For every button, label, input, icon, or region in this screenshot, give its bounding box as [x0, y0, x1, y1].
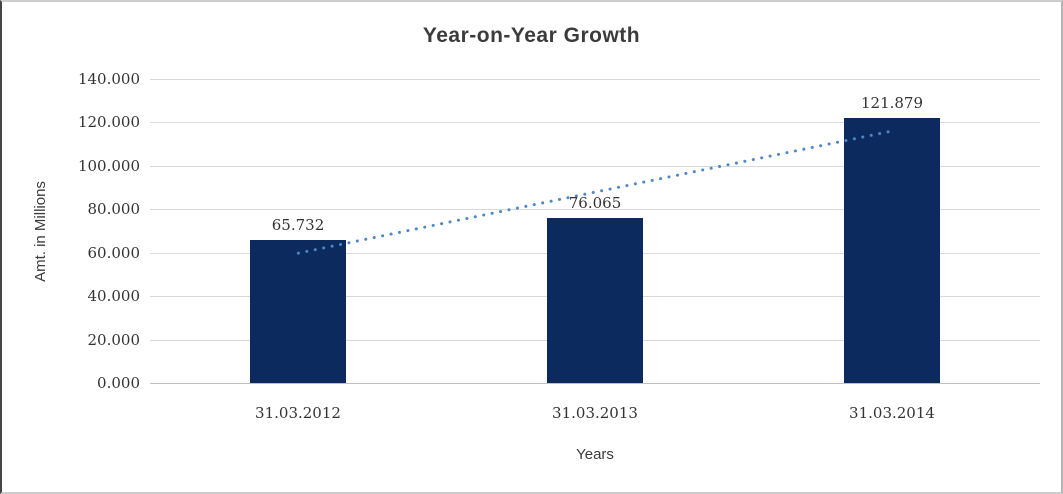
bar-31.03.2013 [547, 218, 643, 383]
y-tick-label: 120.000 [77, 113, 140, 131]
y-tick-label: 40.000 [87, 287, 141, 305]
y-tick-label: 60.000 [87, 244, 141, 262]
gridline [150, 122, 1040, 123]
chart-title: Year-on-Year Growth [422, 24, 641, 47]
gridline [150, 209, 1040, 210]
gridline [150, 79, 1040, 80]
gridline [150, 166, 1040, 167]
data-label: 65.732 [271, 216, 325, 234]
y-axis-title: Amt. in Millions [28, 79, 52, 383]
y-axis-title-text: Amt. in Millions [31, 180, 49, 282]
y-tick-label: 100.000 [77, 157, 140, 175]
x-tick-label: 31.03.2012 [255, 404, 341, 422]
y-tick-label: 0.000 [97, 374, 140, 392]
plot-area: 65.732 76.065 121.879 [150, 79, 1040, 384]
y-tick-label: 80.000 [87, 200, 141, 218]
data-label: 121.879 [860, 94, 924, 112]
bar-31.03.2014 [844, 118, 940, 383]
data-label: 76.065 [568, 194, 622, 212]
x-tick-label: 31.03.2013 [552, 404, 638, 422]
y-axis-tick-labels: 0.000 20.000 40.000 60.000 80.000 100.000 120.… [50, 70, 141, 392]
y-tick-label: 20.000 [87, 331, 141, 349]
trendline-path [296, 129, 894, 255]
x-axis-title: Years [576, 446, 614, 463]
bar-31.03.2012 [250, 240, 346, 383]
y-tick-label: 140.000 [77, 70, 140, 88]
x-axis-category-labels: 31.03.2012 31.03.2013 31.03.2014 [150, 404, 1040, 426]
x-axis-line [150, 383, 1040, 384]
x-tick-label: 31.03.2014 [849, 404, 935, 422]
